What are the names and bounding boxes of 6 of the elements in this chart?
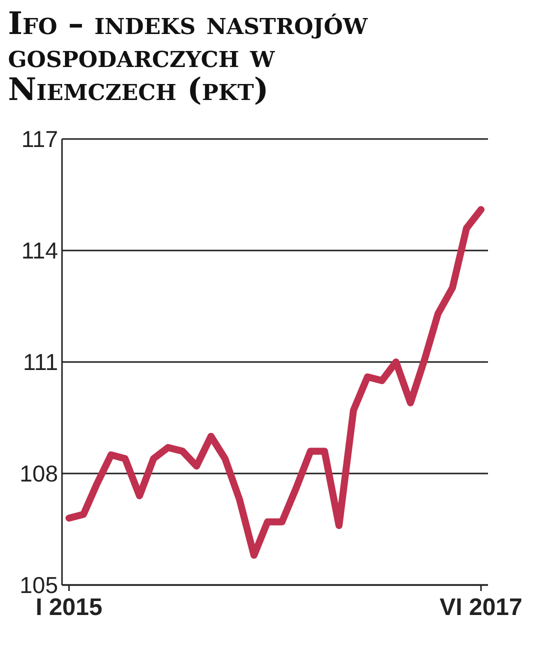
x-tick-label: VI 2017 — [440, 594, 522, 621]
y-tick-label: 111 — [23, 349, 58, 376]
y-tick-label: 117 — [21, 126, 58, 152]
y-tick-label: 108 — [20, 460, 58, 487]
chart-title: Ifo – indeks nastrojów gospodarczych w Niemczech (pkt) — [8, 6, 368, 108]
y-tick-label: 114 — [21, 238, 58, 264]
